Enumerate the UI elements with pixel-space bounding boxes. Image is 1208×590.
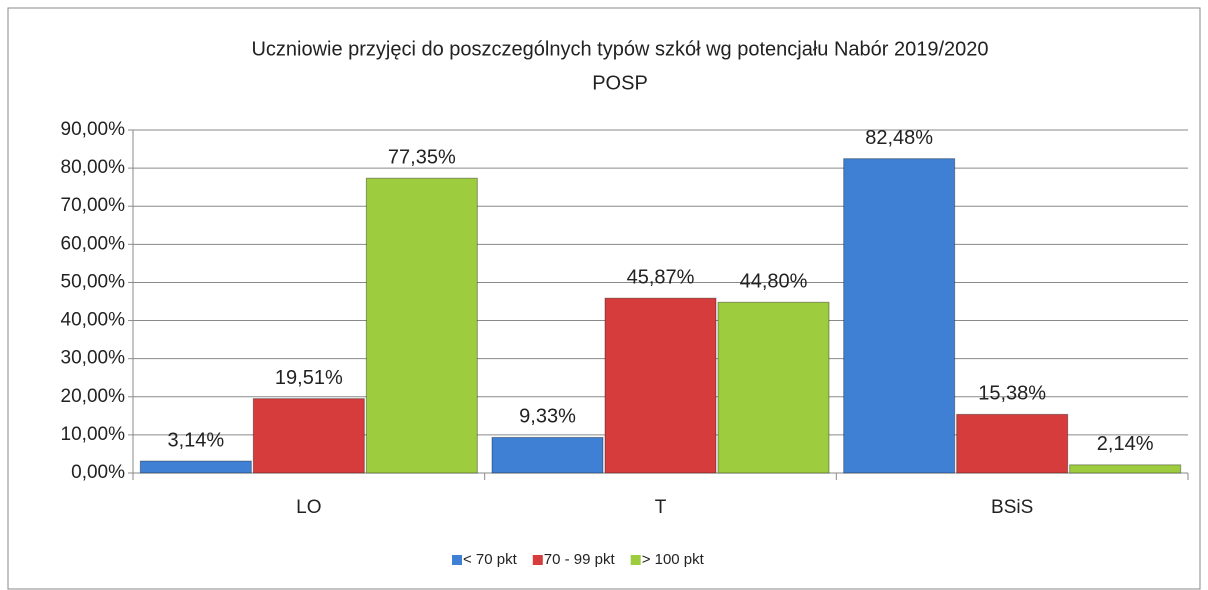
chart-frame: [7, 7, 1201, 590]
y-tick-label: 30,00%: [61, 348, 126, 369]
value-label: 77,35%: [388, 146, 456, 168]
y-tick-label: 40,00%: [61, 310, 126, 331]
value-label: 45,87%: [627, 266, 695, 288]
y-tick-label: 60,00%: [61, 233, 126, 254]
y-tick-label: 70,00%: [61, 195, 126, 216]
bar: [139, 460, 252, 474]
legend-label: < 70 pkt: [463, 551, 518, 568]
bar: [956, 413, 1069, 474]
value-label: 9,33%: [519, 406, 576, 428]
legend-swatch: [630, 555, 641, 565]
y-tick-label: 0,00%: [71, 462, 125, 483]
bar: [1069, 464, 1182, 474]
y-tick-label: 20,00%: [61, 386, 126, 407]
bar: [604, 297, 717, 474]
bar: [252, 398, 365, 474]
legend-label: > 100 pkt: [642, 551, 705, 568]
chart-subtitle: POSP: [592, 72, 648, 94]
bar: [717, 301, 830, 474]
chart-title: Uczniowie przyjęci do poszczególnych typ…: [251, 38, 988, 60]
value-label: 2,14%: [1097, 433, 1154, 455]
value-label: 15,38%: [978, 383, 1046, 405]
x-tick-label: BSiS: [991, 497, 1033, 518]
bar: [843, 158, 956, 474]
bar: [491, 436, 604, 474]
value-label: 44,80%: [740, 271, 808, 293]
y-tick-label: 80,00%: [61, 157, 126, 178]
x-tick-label: LO: [296, 497, 321, 518]
value-label: 19,51%: [275, 367, 343, 389]
value-label: 3,14%: [167, 429, 224, 451]
value-label: 82,48%: [865, 127, 933, 149]
y-tick-label: 90,00%: [61, 119, 126, 140]
legend-label: 70 - 99 pkt: [544, 551, 616, 568]
bar: [365, 177, 478, 474]
legend-swatch: [532, 555, 543, 565]
x-tick-label: T: [655, 497, 667, 518]
y-tick-label: 10,00%: [61, 424, 126, 445]
y-tick-label: 50,00%: [61, 271, 126, 292]
legend-swatch: [452, 555, 462, 565]
